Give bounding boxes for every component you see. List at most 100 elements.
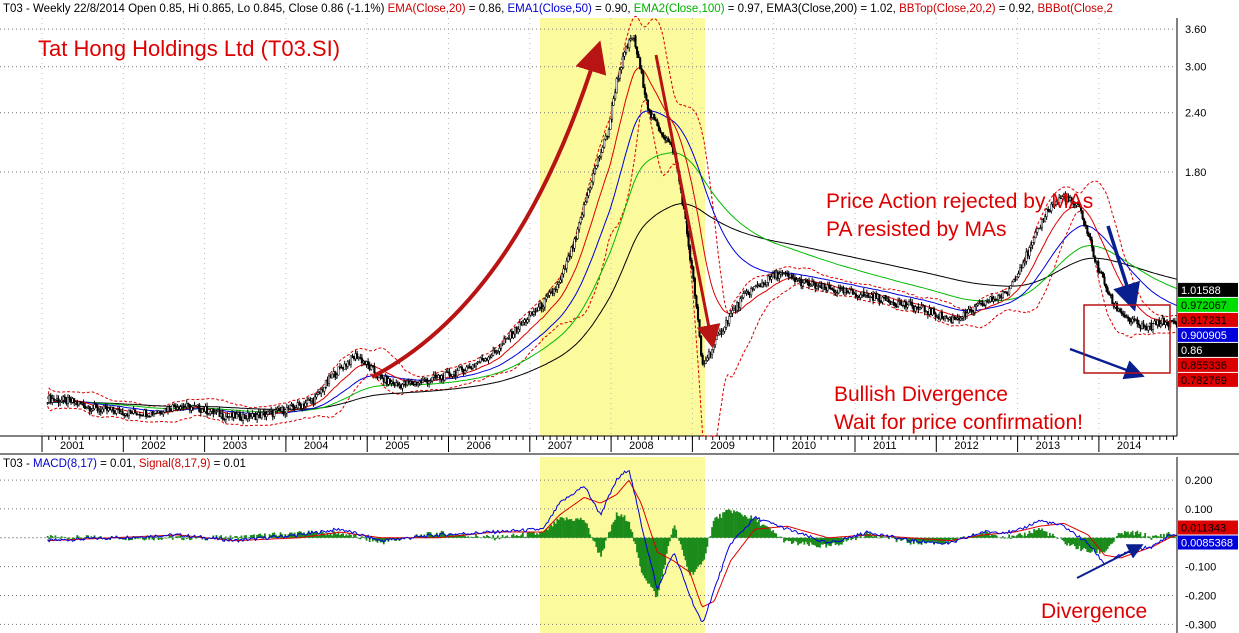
candle-body xyxy=(52,398,55,401)
header-segment: T03 - Weekly 22/8/2014 Open 0.85, Hi 0.8… xyxy=(3,3,388,15)
macd-histogram-bar xyxy=(1123,530,1126,538)
macd-histogram-bar xyxy=(994,534,996,538)
candle-body xyxy=(184,406,187,409)
annotation-price-action-1: Price Action rejected by MAs xyxy=(826,190,1093,213)
macd-histogram-bar xyxy=(268,534,271,538)
macd-histogram-bar xyxy=(1083,537,1086,548)
candle-body xyxy=(740,297,743,300)
candle-body xyxy=(1050,203,1053,212)
header-segment: T03 - xyxy=(3,458,33,470)
macd-histogram-bar xyxy=(1028,530,1031,538)
candle-body xyxy=(221,413,224,420)
macd-histogram-bar xyxy=(1078,537,1081,546)
macd-histogram-bar xyxy=(228,537,230,540)
candle-body xyxy=(171,404,174,412)
macd-histogram-bar xyxy=(270,535,273,538)
macd-histogram-bar xyxy=(174,536,177,538)
macd-histogram-bar xyxy=(559,517,562,538)
macd-histogram-bar xyxy=(573,520,576,538)
macd-histogram-bar xyxy=(700,537,703,565)
macd-histogram-bar xyxy=(315,531,318,538)
candle-body xyxy=(421,379,424,384)
macd-histogram-bar xyxy=(690,537,693,573)
macd-histogram-bar xyxy=(1159,533,1162,538)
candle-body xyxy=(587,189,590,196)
macd-histogram-bar xyxy=(298,531,301,538)
candle-body xyxy=(198,404,201,412)
macd-histogram-bar xyxy=(778,536,781,538)
candle-body xyxy=(617,78,620,80)
candle-body xyxy=(592,173,595,183)
macd-histogram-bar xyxy=(581,520,584,538)
macd-histogram-bar xyxy=(170,536,173,538)
macd-histogram-bar xyxy=(797,537,799,546)
candle-body xyxy=(623,52,626,57)
macd-histogram-bar xyxy=(467,536,470,538)
candle-body xyxy=(904,301,908,308)
macd-histogram-bar xyxy=(992,534,995,538)
y-axis-ticks: 3.60 3.00 2.40 1.80 0.200 0.100 -0.100 -0.200 -0… xyxy=(1185,24,1216,631)
macd-histogram-bar xyxy=(1092,537,1095,549)
candle-body xyxy=(1031,242,1034,246)
macd-histogram-bar xyxy=(318,535,321,538)
macd-histogram-bar xyxy=(353,534,355,538)
macd-histogram-bar xyxy=(750,515,753,538)
macd-histogram-bar xyxy=(471,537,474,538)
macd-histogram-bar xyxy=(756,522,759,538)
macd-histogram-bar xyxy=(819,537,821,548)
macd-histogram-bar xyxy=(570,519,573,538)
candle-body xyxy=(88,406,91,412)
macd-histogram-bar xyxy=(1111,537,1114,544)
macd-histogram-bar xyxy=(815,537,818,548)
price-header: T03 - Weekly 22/8/2014 Open 0.85, Hi 0.8… xyxy=(3,3,1113,15)
macd-histogram-bar xyxy=(1073,537,1076,547)
last-value-label: 0.900905 xyxy=(1181,330,1227,342)
last-value-label: 0.917231 xyxy=(1181,315,1227,327)
candle-body xyxy=(1072,200,1075,205)
candle-body xyxy=(474,362,478,367)
macd-histogram-bar xyxy=(611,524,613,538)
macd-histogram-bar xyxy=(540,532,543,538)
candle-body xyxy=(837,287,840,294)
macd-histogram-bar xyxy=(1009,537,1012,540)
candle-body xyxy=(396,382,399,386)
macd-histogram-bar xyxy=(217,537,219,540)
macd-histogram-bar xyxy=(181,537,183,540)
candle-body xyxy=(1103,276,1106,285)
macd-histogram-bar xyxy=(503,537,506,538)
candle-body xyxy=(91,408,95,411)
candle-body xyxy=(112,406,115,412)
candle-body xyxy=(761,282,764,287)
candle-body xyxy=(814,282,817,289)
macd-y-tick-label: -0.200 xyxy=(1185,590,1216,602)
macd-histogram-bar xyxy=(1036,529,1039,538)
candle-body xyxy=(721,330,725,335)
macd-histogram-bar xyxy=(234,536,237,538)
macd-histogram-bar xyxy=(804,537,807,542)
macd-histogram-bar xyxy=(187,535,190,538)
candle-body xyxy=(578,222,581,230)
macd-histogram-bar xyxy=(557,519,560,538)
macd-histogram-bar xyxy=(684,537,687,561)
candle-body xyxy=(1034,232,1037,238)
macd-histogram-bar xyxy=(537,534,540,538)
macd-histogram-bar xyxy=(679,537,682,545)
candle-body xyxy=(687,233,690,247)
candle-body xyxy=(698,319,701,337)
macd-histogram-bar xyxy=(504,536,507,538)
candle-body xyxy=(1136,319,1139,325)
macd-histogram-bar xyxy=(579,517,582,538)
macd-histogram-bar xyxy=(257,534,260,538)
candle-body xyxy=(598,156,601,159)
macd-histogram-bar xyxy=(493,537,496,541)
header-segment: BBBot(Close,2 xyxy=(1037,3,1112,15)
x-tick-label: 2007 xyxy=(548,440,572,452)
macd-histogram-bar xyxy=(343,535,346,538)
candle-body xyxy=(868,296,872,298)
last-value-label-bg xyxy=(1178,372,1238,387)
header-segment: = 0.01 xyxy=(210,458,246,470)
candle-body xyxy=(493,350,496,353)
macd-histogram-bar xyxy=(775,533,778,538)
candle-body xyxy=(897,301,900,307)
candle-body xyxy=(620,67,623,71)
